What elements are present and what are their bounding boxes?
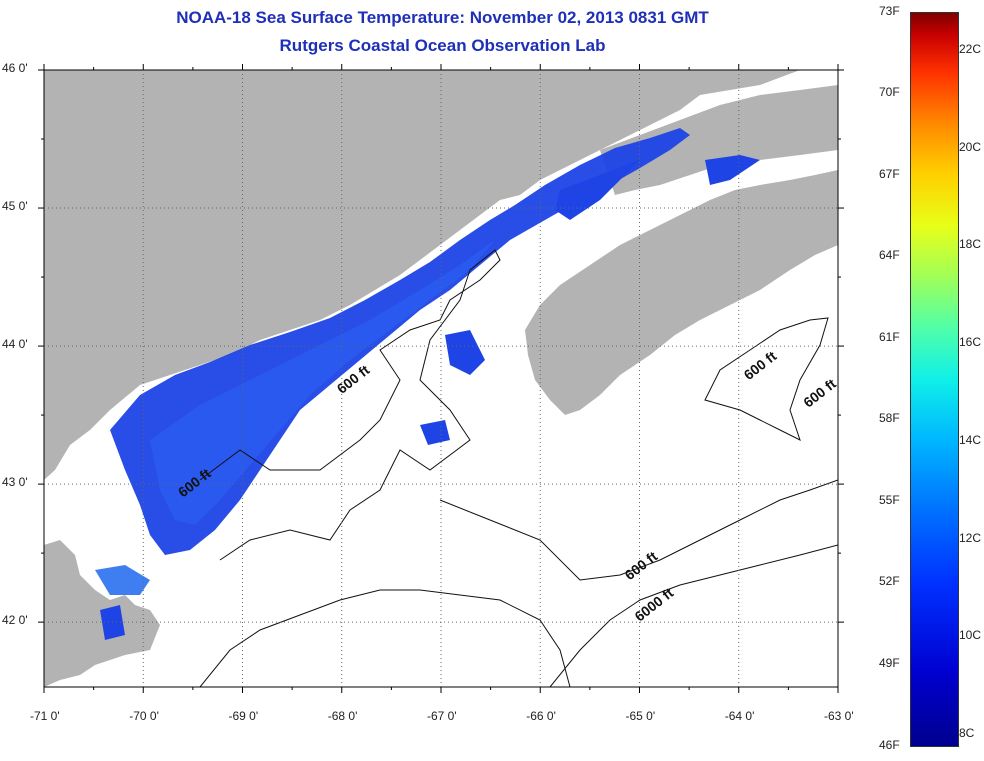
colorbar-fahrenheit-label: 73F — [879, 4, 900, 18]
sst-patch-south — [420, 420, 450, 445]
land-new-brunswick — [600, 85, 838, 195]
contour-600ft-georges — [439, 479, 838, 581]
colorbar-celsius-label: 16C — [959, 335, 982, 350]
land-nova-scotia — [525, 170, 838, 415]
sst-patch-ma — [95, 565, 150, 595]
colorbar-celsius-label: 12C — [959, 530, 982, 545]
contour-6000ft-west — [199, 589, 571, 687]
map-gridlines — [44, 70, 838, 687]
colorbar-fahrenheit-label: 70F — [879, 85, 900, 100]
colorbar-celsius-label: 8C — [959, 726, 975, 741]
colorbar-celsius-label: 10C — [959, 628, 982, 643]
lon-tick-label: -71 0' — [30, 709, 60, 723]
colorbar-celsius-label: 14C — [959, 432, 982, 447]
sst-patch-fundy — [555, 160, 640, 220]
contour-600ft-gulf — [199, 249, 501, 561]
lon-tick-label: -70 0' — [129, 709, 159, 723]
sst-patch-ns — [705, 155, 760, 185]
lon-tick-label: -65 0' — [625, 709, 656, 723]
colorbar-celsius-label: 20C — [959, 139, 982, 154]
colorbar-fahrenheit-label: 49F — [879, 655, 900, 670]
lon-tick-label: -68 0' — [327, 709, 358, 723]
sst-patch-offshore — [445, 330, 485, 375]
map-axis-ticks — [38, 64, 844, 693]
lon-tick-label: -66 0' — [526, 709, 556, 723]
lon-tick-label: -64 0' — [724, 709, 755, 723]
lon-tick-label: -69 0' — [228, 709, 259, 723]
lat-tick-label: 45 0' — [2, 199, 28, 214]
lon-tick-label: -63 0' — [824, 709, 854, 723]
colorbar-fahrenheit-label: 61F — [879, 329, 900, 344]
colorbar-fahrenheit-label: 67F — [879, 166, 900, 181]
map-subtitle: Rutgers Coastal Ocean Observation Lab — [279, 36, 606, 55]
contour-600ft-nova — [704, 317, 829, 441]
lat-tick-label: 44 0' — [2, 337, 28, 352]
colorbar-fahrenheit-label: 55F — [879, 492, 900, 507]
lat-tick-label: 46 0' — [2, 61, 28, 75]
sst-water-inner — [150, 240, 495, 525]
temperature-colorbar — [910, 12, 959, 747]
colorbar-celsius-label: 18C — [959, 237, 982, 252]
colorbar-fahrenheit-label: 64F — [879, 248, 900, 263]
lat-tick-label: 43 0' — [2, 475, 28, 490]
contour-6000ft — [549, 544, 838, 687]
colorbar-fahrenheit-label: 46F — [879, 738, 900, 752]
lat-tick-label: 42 0' — [2, 613, 28, 628]
colorbar-fahrenheit-label: 52F — [879, 574, 900, 589]
map-title: NOAA-18 Sea Surface Temperature: Novembe… — [176, 8, 709, 27]
land-new-england — [44, 70, 800, 480]
colorbar-fahrenheit-label: 58F — [879, 411, 900, 426]
colorbar-celsius-label: 22C — [959, 42, 982, 56]
lon-tick-label: -67 0' — [427, 709, 457, 723]
